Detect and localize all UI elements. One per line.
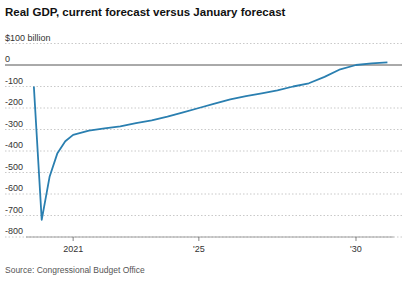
grid-line (5, 172, 402, 173)
grid-line (5, 194, 402, 195)
y-tick-label: -800 (5, 226, 23, 236)
y-tick-label: -600 (5, 183, 23, 193)
y-tick-label: -400 (5, 140, 23, 150)
grid-line (5, 151, 402, 152)
y-tick-label: -200 (5, 97, 23, 107)
y-tick-label: -500 (5, 162, 23, 172)
plot-area (34, 62, 388, 219)
y-tick-label: 0 (5, 54, 10, 64)
y-tick-label: -700 (5, 205, 23, 215)
grid-line (5, 129, 402, 130)
grid-line (5, 43, 402, 44)
x-tick (198, 237, 199, 241)
data-line (34, 62, 388, 219)
y-tick-label: $100 billion (5, 33, 51, 43)
zero-line (5, 65, 402, 66)
title: Real GDP, current forecast versus Januar… (5, 6, 286, 18)
grid-line (5, 215, 402, 216)
x-tick (355, 237, 356, 241)
chart-root: Real GDP, current forecast versus Januar… (0, 0, 410, 283)
source: Source: Congressional Budget Office (5, 265, 145, 275)
y-tick-label: -300 (5, 119, 23, 129)
grid-line (5, 86, 402, 87)
x-tick-label: '25 (193, 244, 205, 254)
x-tick (73, 237, 74, 241)
x-tick-label: '30 (350, 244, 362, 254)
x-tick-label: 2021 (63, 244, 83, 254)
grid-line (5, 237, 402, 238)
y-tick-label: -100 (5, 76, 23, 86)
x-axis-line (26, 237, 394, 238)
